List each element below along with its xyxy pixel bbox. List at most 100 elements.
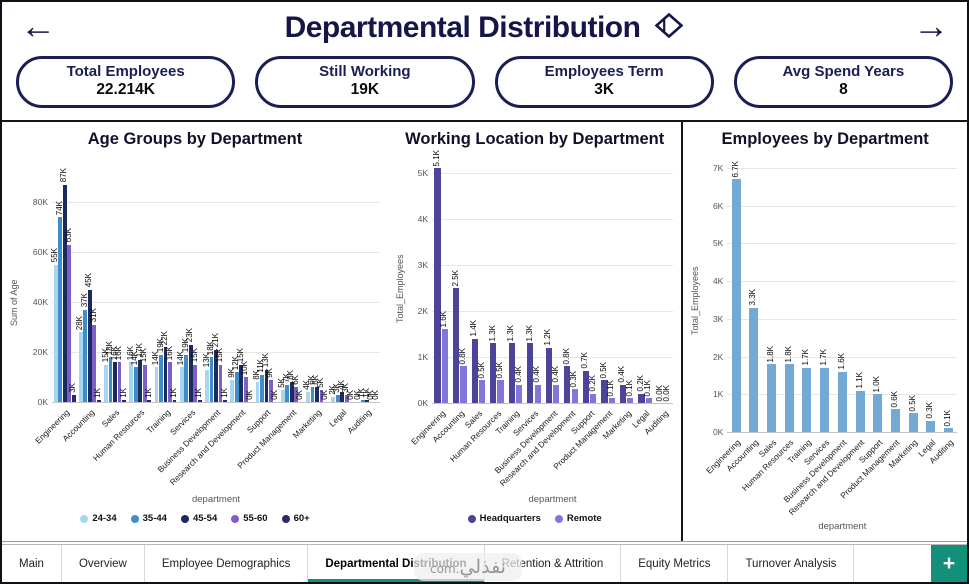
bar-Headquarters[interactable] bbox=[490, 343, 497, 403]
bar-35-44[interactable] bbox=[184, 354, 189, 402]
legend-item[interactable]: 35-44 bbox=[130, 513, 167, 524]
bar-55-60[interactable] bbox=[294, 387, 299, 402]
bar-Headquarters[interactable] bbox=[564, 366, 571, 403]
tab-main[interactable]: Main bbox=[2, 545, 62, 582]
bar-35-44[interactable] bbox=[83, 309, 88, 402]
bar-Remote[interactable] bbox=[627, 398, 634, 403]
bar-Total_Employees[interactable] bbox=[749, 307, 759, 432]
bar-45-54[interactable] bbox=[365, 399, 370, 402]
bar-Remote[interactable] bbox=[460, 366, 467, 403]
bar-55-60[interactable] bbox=[117, 362, 122, 402]
bar-Total_Employees[interactable] bbox=[926, 420, 936, 432]
bar-35-44[interactable] bbox=[234, 372, 239, 402]
bar-60+[interactable] bbox=[223, 399, 227, 402]
bar-24-34[interactable] bbox=[179, 367, 184, 402]
legend-item[interactable]: 24-34 bbox=[80, 513, 117, 524]
bar-35-44[interactable] bbox=[209, 357, 214, 402]
bar-60+[interactable] bbox=[197, 399, 202, 402]
bar-45-54[interactable] bbox=[315, 387, 319, 402]
bar-Total_Employees[interactable] bbox=[944, 428, 953, 432]
bar-45-54[interactable] bbox=[214, 349, 218, 402]
bar-Total_Employees[interactable] bbox=[802, 367, 812, 432]
bar-45-54[interactable] bbox=[340, 392, 345, 402]
bar-Headquarters[interactable] bbox=[527, 343, 534, 403]
bar-55-60[interactable] bbox=[168, 362, 172, 402]
bar-45-54[interactable] bbox=[188, 344, 193, 402]
add-page-button[interactable]: + bbox=[931, 545, 967, 582]
bar-35-44[interactable] bbox=[335, 394, 340, 402]
bar-45-54[interactable] bbox=[113, 362, 117, 402]
tab-employee-demographics[interactable]: Employee Demographics bbox=[145, 545, 309, 582]
forward-arrow-button[interactable]: → bbox=[913, 5, 949, 46]
legend-item[interactable]: 60+ bbox=[281, 513, 310, 524]
bar-24-34[interactable] bbox=[53, 264, 58, 402]
bar-35-44[interactable] bbox=[360, 399, 365, 402]
bar-55-60[interactable] bbox=[344, 394, 349, 402]
bar-45-54[interactable] bbox=[264, 369, 269, 402]
bar-Headquarters[interactable] bbox=[471, 338, 478, 403]
bar-Total_Employees[interactable] bbox=[890, 409, 900, 432]
bar-Total_Employees[interactable] bbox=[873, 394, 883, 432]
bar-Total_Employees[interactable] bbox=[855, 390, 865, 432]
bar-Total_Employees[interactable] bbox=[820, 367, 830, 432]
bar-24-34[interactable] bbox=[78, 332, 83, 402]
bar-Total_Employees[interactable] bbox=[837, 371, 847, 432]
tab-turnover-analysis[interactable]: Turnover Analysis bbox=[728, 545, 855, 582]
bar-24-34[interactable] bbox=[306, 392, 310, 402]
bar-24-34[interactable] bbox=[331, 397, 336, 402]
legend-item[interactable]: Remote bbox=[554, 513, 602, 524]
tab-overview[interactable]: Overview bbox=[62, 545, 145, 582]
bar-35-44[interactable] bbox=[159, 354, 163, 402]
tab-retention-attrition[interactable]: Retention & Attrition bbox=[485, 545, 622, 582]
bar-35-44[interactable] bbox=[260, 374, 264, 402]
bar-Remote[interactable] bbox=[478, 380, 486, 403]
legend-item[interactable]: Headquarters bbox=[467, 513, 541, 524]
bar-45-54[interactable] bbox=[289, 382, 294, 402]
bar-Remote[interactable] bbox=[608, 398, 615, 403]
bar-Headquarters[interactable] bbox=[638, 393, 645, 403]
bar-35-44[interactable] bbox=[58, 217, 62, 402]
bar-35-44[interactable] bbox=[310, 387, 315, 402]
bar-55-60[interactable] bbox=[193, 364, 198, 402]
bar-Total_Employees[interactable] bbox=[784, 364, 794, 432]
bar-55-60[interactable] bbox=[243, 377, 248, 402]
bar-60+[interactable] bbox=[96, 399, 101, 402]
bar-24-34[interactable] bbox=[230, 379, 235, 402]
tab-equity-metrics[interactable]: Equity Metrics bbox=[621, 545, 729, 582]
bar-Remote[interactable] bbox=[441, 329, 449, 403]
bar-60+[interactable] bbox=[122, 399, 126, 402]
bar-24-34[interactable] bbox=[154, 367, 159, 402]
bar-Remote[interactable] bbox=[553, 384, 560, 403]
bar-55-60[interactable] bbox=[319, 389, 324, 402]
bar-45-54[interactable] bbox=[62, 184, 67, 402]
back-arrow-button[interactable]: ← bbox=[20, 5, 56, 46]
bar-Total_Employees[interactable] bbox=[908, 413, 918, 432]
bar-Remote[interactable] bbox=[497, 380, 504, 403]
bar-Headquarters[interactable] bbox=[508, 343, 515, 403]
bar-Headquarters[interactable] bbox=[434, 168, 441, 403]
bar-55-60[interactable] bbox=[218, 364, 223, 402]
bar-24-34[interactable] bbox=[255, 382, 260, 402]
bar-45-54[interactable] bbox=[163, 347, 168, 402]
tab-departmental-distribution[interactable]: Departmental Distribution bbox=[308, 545, 485, 582]
bar-35-44[interactable] bbox=[108, 357, 113, 402]
bar-35-44[interactable] bbox=[133, 367, 138, 402]
bar-60+[interactable] bbox=[147, 399, 152, 402]
bar-Remote[interactable] bbox=[516, 384, 523, 403]
bar-35-44[interactable] bbox=[285, 384, 290, 402]
legend-item[interactable]: 45-54 bbox=[180, 513, 217, 524]
bar-60+[interactable] bbox=[172, 399, 177, 402]
bar-55-60[interactable] bbox=[269, 379, 273, 402]
bar-55-60[interactable] bbox=[142, 364, 147, 402]
bar-45-54[interactable] bbox=[239, 364, 244, 402]
bar-55-60[interactable] bbox=[67, 244, 71, 402]
bar-24-34[interactable] bbox=[205, 369, 209, 402]
bar-Remote[interactable] bbox=[645, 398, 652, 403]
bar-Total_Employees[interactable] bbox=[731, 179, 741, 432]
bar-Total_Employees[interactable] bbox=[767, 364, 777, 432]
bar-Remote[interactable] bbox=[571, 389, 578, 403]
bar-24-34[interactable] bbox=[129, 362, 134, 402]
legend-item[interactable]: 55-60 bbox=[231, 513, 268, 524]
bar-55-60[interactable] bbox=[92, 324, 97, 402]
bar-24-34[interactable] bbox=[280, 389, 285, 402]
